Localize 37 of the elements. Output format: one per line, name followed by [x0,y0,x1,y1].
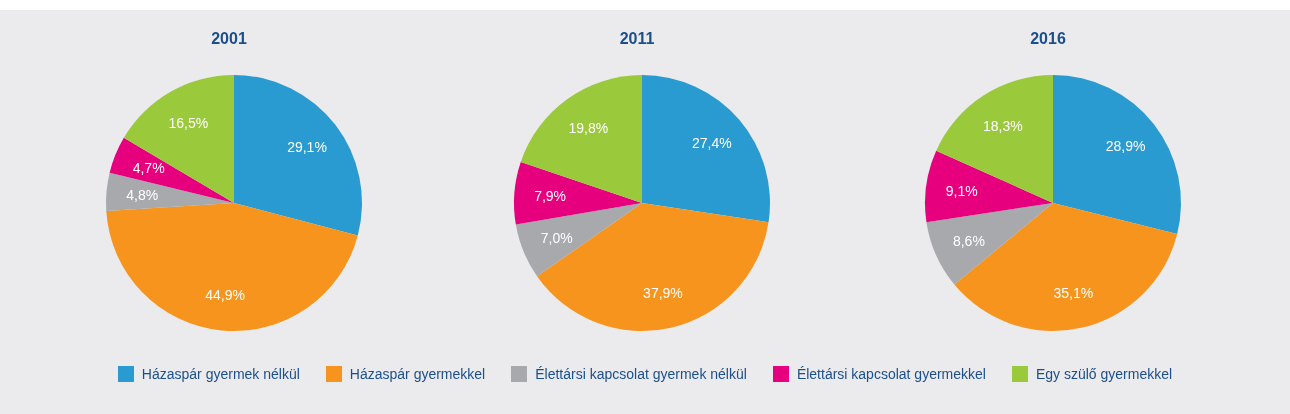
data-label: 4,7% [132,160,165,177]
chart-title: 2016 [1029,30,1067,48]
pie-slice [642,75,770,223]
chart-title: 2011 [618,30,656,48]
pie-slice [954,203,1178,331]
pie-slice [1053,75,1181,235]
legend-label: Házaspár gyermek nélkül [141,366,300,382]
data-label: 8,6% [952,232,985,249]
data-label: 16,5% [168,114,209,131]
pie-slice [123,75,234,203]
pie-slice [520,75,642,203]
pie-slice [514,161,642,225]
legend-label: Élettársi kapcsolat gyermekkel [796,366,986,382]
pie-slice [106,203,358,331]
legend-label: Élettársi kapcsolat gyermek nélkül [535,366,747,382]
data-label: 44,9% [205,286,245,303]
data-label: 7,9% [534,187,567,204]
data-label: 27,4% [692,134,732,151]
data-label: 28,9% [1105,138,1146,155]
data-label: 4,8% [126,186,159,203]
pie-slice [925,150,1053,223]
pie-slice [926,203,1053,285]
pie-slice [936,75,1053,203]
data-label: 37,9% [643,284,683,301]
data-label: 35,1% [1053,284,1094,301]
data-label: 7,0% [540,230,573,246]
data-label: 29,1% [287,138,327,155]
chart-title: 2001 [210,30,248,48]
pie-slice [234,75,362,236]
legend-label: Házaspár gyermekkel [349,366,486,382]
pie-slice [515,203,642,277]
data-label: 18,3% [983,117,1023,134]
legend-label: Egy szülő gyermekkel [1035,366,1173,382]
pie-slice [537,203,769,331]
pie-slice [109,137,234,203]
data-label: 9,1% [945,182,978,199]
data-label: 19,8% [568,120,609,137]
